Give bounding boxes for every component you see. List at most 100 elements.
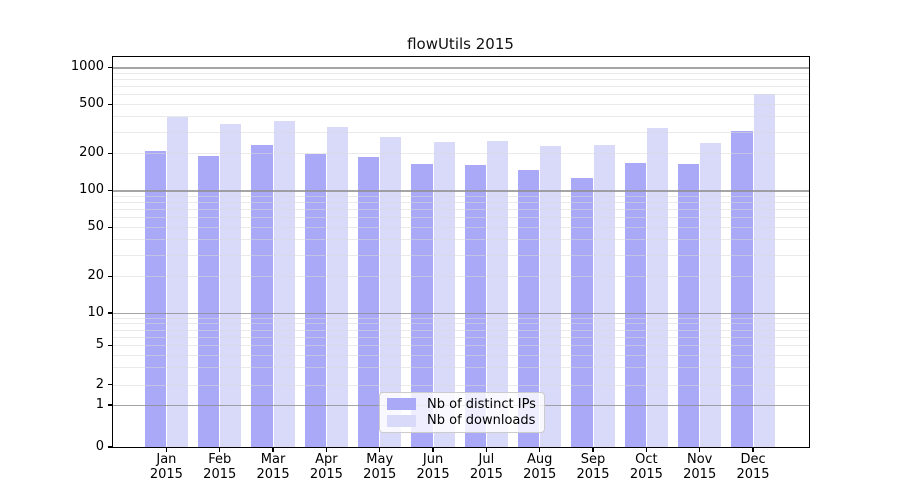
bar-distinct-ips [198, 156, 220, 447]
y-tick-label: 50 [87, 219, 104, 235]
bar-distinct-ips [464, 165, 486, 447]
y-tick-mark [108, 312, 113, 314]
bar-downloads [646, 127, 669, 447]
bar-distinct-ips [411, 164, 433, 447]
x-tick-month: Sep [580, 452, 606, 467]
y-tick-label: 1000 [70, 59, 104, 75]
legend: Nb of distinct IPs Nb of downloads [379, 392, 545, 433]
x-tick-label: Jul 2015 [459, 452, 513, 482]
y-tick-mark [108, 189, 113, 191]
y-tick-label: 20 [87, 268, 104, 284]
x-tick-mark [699, 447, 701, 452]
bar-distinct-ips [518, 169, 540, 447]
x-tick-label: Aug 2015 [513, 452, 567, 482]
bar-distinct-ips [144, 150, 166, 447]
legend-swatch-downloads [387, 414, 416, 427]
bar-distinct-ips [358, 156, 380, 447]
y-tick-mark [108, 103, 113, 105]
x-tick-label: Nov 2015 [673, 452, 727, 482]
x-tick-label: Feb 2015 [193, 452, 247, 482]
x-tick-month: Mar [260, 452, 286, 467]
x-tick-mark [592, 447, 594, 452]
x-tick-label: Oct 2015 [619, 452, 673, 482]
major-gridline [113, 67, 809, 69]
plot-area [112, 56, 810, 448]
y-tick-mark [108, 344, 113, 347]
bar-distinct-ips [571, 177, 593, 447]
bar-distinct-ips [624, 162, 646, 447]
bar-downloads [380, 137, 402, 447]
x-tick-label: Mar 2015 [246, 452, 300, 482]
chart-title: flowUtils 2015 [407, 35, 514, 53]
y-tick-label: 0 [95, 439, 104, 454]
x-tick-mark [539, 447, 541, 452]
x-tick-year: 2015 [523, 467, 557, 482]
bar-distinct-ips [678, 164, 700, 447]
bar-downloads [220, 124, 242, 447]
x-tick-month: Jul [478, 452, 495, 467]
bar-downloads [753, 94, 775, 447]
x-tick-label: Dec 2015 [726, 452, 780, 482]
y-tick-label: 5 [95, 337, 104, 353]
x-tick-month: Nov [687, 452, 713, 467]
y-tick-label: 200 [79, 145, 104, 161]
x-tick-year: 2015 [256, 467, 290, 482]
minor-gridline [113, 104, 809, 106]
bar-distinct-ips [304, 154, 326, 447]
x-tick-year: 2015 [683, 467, 717, 482]
y-tick-label: 10 [87, 304, 104, 320]
x-tick-label: Jan 2015 [139, 452, 193, 482]
x-tick-mark [485, 447, 487, 452]
x-tick-year: 2015 [416, 467, 450, 482]
y-tick-label: 500 [79, 96, 104, 112]
bar-downloads [273, 120, 295, 447]
x-tick-month: Jun [422, 452, 444, 467]
legend-label-distinct-ips: Nb of distinct IPs [427, 396, 536, 412]
legend-item-downloads: Nb of downloads [387, 413, 537, 428]
y-tick-mark [108, 384, 113, 386]
minor-gridline [113, 131, 809, 133]
x-tick-mark [645, 447, 647, 452]
minor-gridline [113, 72, 809, 74]
x-tick-mark [219, 447, 221, 452]
x-tick-label: Jun 2015 [406, 452, 460, 482]
x-tick-year: 2015 [629, 467, 663, 482]
x-tick-mark [325, 447, 327, 452]
x-tick-month: Jan [156, 452, 177, 467]
x-tick-month: Feb [208, 452, 232, 467]
x-tick-mark [752, 447, 754, 452]
x-tick-month: Apr [315, 452, 338, 467]
x-tick-year: 2015 [203, 467, 237, 482]
x-tick-month: Dec [740, 452, 766, 467]
x-tick-label: May 2015 [353, 452, 407, 482]
minor-gridline [113, 86, 809, 88]
x-tick-month: Aug [527, 452, 553, 467]
x-tick-mark [165, 447, 167, 452]
x-tick-year: 2015 [149, 467, 183, 482]
x-tick-label: Apr 2015 [299, 452, 353, 482]
y-tick-label: 2 [95, 376, 104, 392]
bar-downloads [700, 143, 722, 447]
x-tick-year: 2015 [736, 467, 770, 482]
x-tick-mark [432, 447, 434, 452]
y-tick-mark [108, 404, 113, 406]
x-tick-year: 2015 [309, 467, 343, 482]
y-tick-mark [108, 446, 113, 448]
x-tick-year: 2015 [469, 467, 503, 482]
y-tick-mark [108, 152, 113, 154]
bar-downloads [326, 127, 349, 447]
bar-downloads [540, 146, 562, 447]
bar-downloads [593, 145, 615, 447]
x-tick-label: Sep 2015 [566, 452, 620, 482]
legend-item-distinct-ips: Nb of distinct IPs [387, 397, 537, 412]
x-tick-year: 2015 [576, 467, 610, 482]
minor-gridline [113, 94, 809, 96]
y-tick-label: 1 [95, 396, 104, 412]
legend-swatch-distinct-ips [387, 398, 416, 411]
minor-gridline [113, 79, 809, 81]
minor-gridline [113, 116, 809, 118]
x-tick-month: May [366, 452, 394, 467]
bar-downloads [166, 117, 189, 447]
legend-label-downloads: Nb of downloads [427, 413, 536, 429]
